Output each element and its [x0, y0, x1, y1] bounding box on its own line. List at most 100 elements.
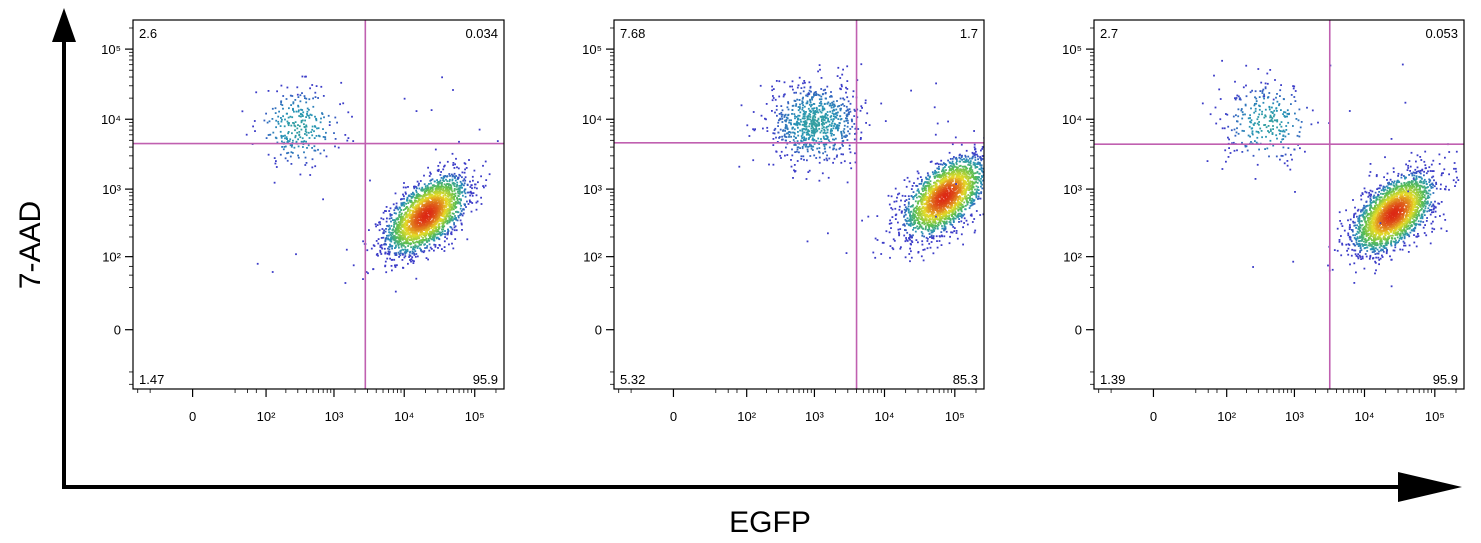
- event-dot: [317, 127, 320, 130]
- event-dot: [395, 240, 397, 242]
- event-dot: [913, 210, 916, 213]
- event-dot: [411, 259, 414, 262]
- event-dot: [410, 209, 413, 212]
- event-dot: [922, 259, 925, 262]
- event-dot: [245, 133, 248, 136]
- event-dot: [927, 211, 930, 214]
- event-dot: [972, 152, 975, 155]
- event-dot: [398, 222, 401, 225]
- event-dot: [942, 178, 944, 180]
- event-dot: [420, 209, 423, 212]
- event-dot: [366, 249, 369, 252]
- event-dot: [438, 216, 441, 218]
- event-dot: [975, 150, 977, 153]
- event-dot: [945, 164, 947, 167]
- event-dot: [425, 198, 428, 201]
- event-dot: [424, 185, 427, 188]
- event-dot: [413, 228, 416, 231]
- event-dot: [961, 191, 964, 194]
- event-dot: [943, 204, 945, 207]
- event-dot: [933, 211, 936, 214]
- event-dot: [907, 220, 910, 222]
- event-dot: [940, 211, 943, 213]
- event-dot: [920, 212, 923, 215]
- event-dot: [955, 207, 957, 210]
- event-dot: [420, 243, 422, 246]
- event-dot: [905, 185, 908, 188]
- event-dot: [939, 187, 942, 190]
- event-dot: [437, 165, 440, 167]
- event-dot: [907, 201, 910, 204]
- event-dot: [472, 179, 474, 182]
- quadrant-lower-left-label: 1.47: [139, 372, 164, 387]
- event-dot: [380, 237, 383, 239]
- event-dot: [971, 201, 974, 204]
- event-dot: [424, 213, 426, 215]
- event-dot: [925, 177, 928, 180]
- event-dot: [905, 199, 908, 201]
- event-dot: [437, 208, 440, 211]
- event-dot: [938, 165, 940, 168]
- event-dot: [423, 183, 426, 186]
- event-dot: [950, 182, 952, 185]
- event-dot: [263, 119, 266, 122]
- event-dot: [909, 214, 911, 217]
- event-dot: [985, 164, 987, 166]
- event-dot: [935, 222, 937, 225]
- event-dot: [444, 175, 447, 177]
- event-dot: [402, 209, 405, 211]
- event-dot: [447, 184, 450, 187]
- event-dot: [965, 158, 968, 161]
- event-dot: [417, 230, 419, 233]
- event-dot: [405, 240, 407, 243]
- event-dot: [453, 188, 456, 190]
- event-dot: [433, 200, 436, 203]
- event-dot: [383, 243, 385, 246]
- event-dot: [415, 217, 417, 220]
- event-dot: [454, 225, 457, 228]
- event-dot: [434, 202, 437, 205]
- event-dot: [424, 221, 427, 223]
- event-dot: [362, 240, 364, 243]
- event-dot: [425, 190, 427, 192]
- event-dot: [954, 193, 957, 195]
- event-dot: [936, 246, 939, 249]
- event-dot: [943, 194, 946, 196]
- event-dot: [422, 233, 424, 235]
- event-dot: [914, 215, 917, 218]
- event-dot: [265, 112, 267, 115]
- event-dot: [414, 238, 416, 240]
- event-dot: [450, 216, 453, 218]
- event-dot: [472, 192, 475, 194]
- event-dot: [442, 211, 445, 213]
- event-dot: [912, 228, 914, 231]
- event-dot: [925, 187, 927, 190]
- event-dot: [274, 107, 277, 110]
- event-dot: [437, 218, 439, 221]
- event-dot: [471, 175, 474, 178]
- event-dot: [945, 192, 948, 195]
- event-dot: [380, 244, 383, 246]
- event-dot: [398, 214, 401, 216]
- event-dot: [403, 97, 406, 100]
- event-dot: [436, 219, 439, 222]
- event-dot: [952, 168, 955, 171]
- event-dot: [431, 196, 434, 199]
- event-dot: [918, 227, 920, 230]
- event-dot: [950, 184, 953, 187]
- event-dot: [930, 160, 933, 163]
- event-dot: [454, 192, 457, 195]
- event-dot: [377, 242, 380, 245]
- event-dot: [423, 223, 426, 226]
- event-dot: [949, 191, 952, 194]
- event-dot: [435, 236, 438, 239]
- event-dot: [414, 232, 416, 235]
- event-dot: [944, 205, 946, 208]
- event-dot: [287, 122, 289, 125]
- event-dot: [420, 212, 423, 215]
- event-dot: [941, 220, 944, 223]
- event-dot: [419, 244, 421, 246]
- event-dot: [282, 107, 284, 110]
- event-dot: [328, 124, 331, 126]
- event-dot: [435, 199, 438, 202]
